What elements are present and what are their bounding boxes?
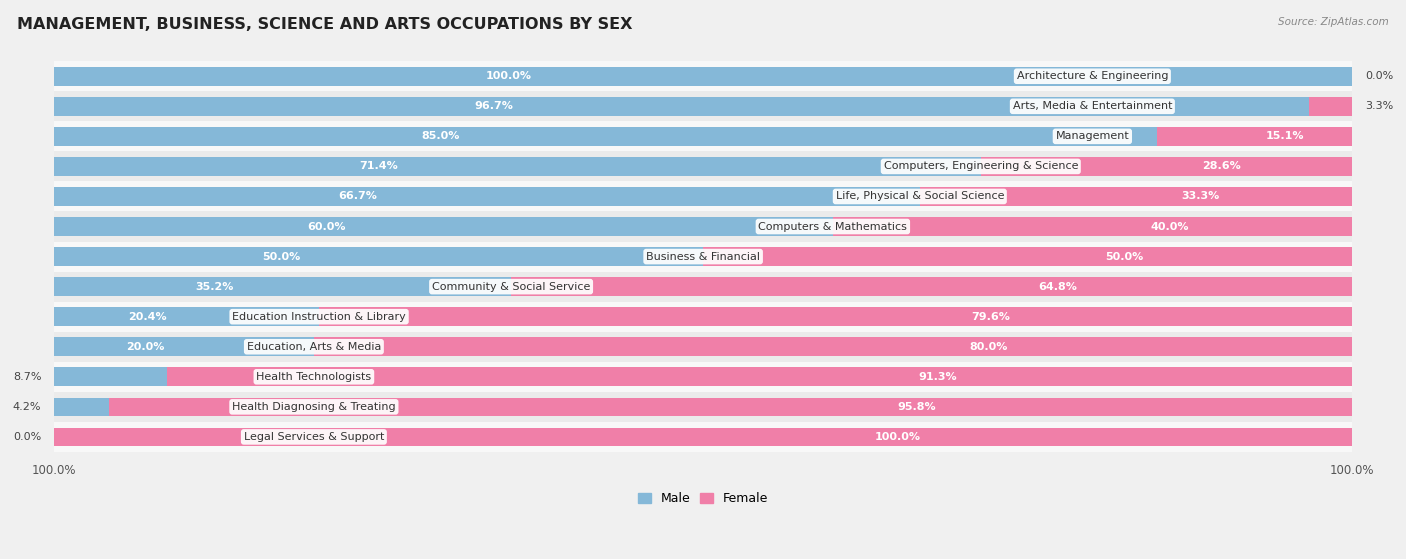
Text: 85.0%: 85.0% (422, 131, 460, 141)
Bar (55, 428, 1351, 446)
Text: Education, Arts & Media: Education, Arts & Media (246, 342, 381, 352)
Text: 100.0%: 100.0% (485, 71, 531, 81)
Text: MANAGEMENT, BUSINESS, SCIENCE AND ARTS OCCUPATIONS BY SEX: MANAGEMENT, BUSINESS, SCIENCE AND ARTS O… (17, 17, 633, 32)
Text: Health Technologists: Health Technologists (256, 372, 371, 382)
Text: 35.2%: 35.2% (195, 282, 233, 292)
Text: 8.7%: 8.7% (13, 372, 41, 382)
Bar (55, 182, 1351, 211)
Text: 50.0%: 50.0% (1105, 252, 1144, 262)
Text: Business & Financial: Business & Financial (647, 252, 761, 262)
Text: 20.0%: 20.0% (127, 342, 165, 352)
Bar (55, 397, 108, 416)
Bar (314, 338, 1351, 356)
Text: Arts, Media & Entertainment: Arts, Media & Entertainment (1012, 101, 1173, 111)
Text: Computers, Engineering & Science: Computers, Engineering & Science (883, 162, 1078, 172)
Text: 79.6%: 79.6% (972, 312, 1010, 321)
Bar (55, 187, 920, 206)
Text: Health Diagnosing & Treating: Health Diagnosing & Treating (232, 402, 395, 412)
Bar (55, 422, 1351, 452)
Bar (55, 241, 1351, 272)
Bar (55, 157, 981, 176)
Bar (981, 157, 1351, 176)
Text: Source: ZipAtlas.com: Source: ZipAtlas.com (1278, 17, 1389, 27)
Bar (55, 362, 1351, 392)
Text: Education Instruction & Library: Education Instruction & Library (232, 312, 406, 321)
Text: Architecture & Engineering: Architecture & Engineering (1017, 71, 1168, 81)
Bar (55, 247, 703, 266)
Bar (167, 367, 1351, 386)
Bar (55, 91, 1351, 121)
Bar (832, 217, 1351, 236)
Bar (55, 307, 319, 326)
Bar (55, 151, 1351, 182)
Text: Computers & Mathematics: Computers & Mathematics (758, 221, 907, 231)
Bar (55, 392, 1351, 422)
Text: 66.7%: 66.7% (337, 192, 377, 201)
Text: 91.3%: 91.3% (918, 372, 956, 382)
Text: 28.6%: 28.6% (1202, 162, 1241, 172)
Bar (55, 302, 1351, 331)
Bar (55, 97, 1309, 116)
Text: 3.3%: 3.3% (1365, 101, 1393, 111)
Text: 4.2%: 4.2% (13, 402, 41, 412)
Text: 40.0%: 40.0% (1152, 221, 1189, 231)
Text: 50.0%: 50.0% (263, 252, 301, 262)
Text: 20.4%: 20.4% (128, 312, 166, 321)
Bar (55, 211, 1351, 241)
Text: 71.4%: 71.4% (360, 162, 398, 172)
Bar (1157, 127, 1353, 146)
Text: 0.0%: 0.0% (13, 432, 41, 442)
Text: 33.3%: 33.3% (1181, 192, 1220, 201)
Bar (319, 307, 1351, 326)
Bar (55, 127, 1157, 146)
Bar (55, 67, 1351, 86)
Bar (55, 272, 1351, 302)
Legend: Male, Female: Male, Female (633, 487, 773, 510)
Bar (55, 331, 1351, 362)
Text: 0.0%: 0.0% (1365, 71, 1393, 81)
Bar (55, 61, 1351, 91)
Bar (55, 217, 832, 236)
Text: 100.0%: 100.0% (875, 432, 921, 442)
Text: 15.1%: 15.1% (1265, 131, 1303, 141)
Text: 64.8%: 64.8% (1038, 282, 1077, 292)
Bar (920, 187, 1351, 206)
Bar (55, 367, 167, 386)
Text: 60.0%: 60.0% (308, 221, 346, 231)
Bar (1309, 97, 1351, 116)
Text: Community & Social Service: Community & Social Service (432, 282, 591, 292)
Bar (55, 338, 314, 356)
Text: 95.8%: 95.8% (897, 402, 936, 412)
Text: Management: Management (1056, 131, 1129, 141)
Bar (512, 277, 1351, 296)
Text: Legal Services & Support: Legal Services & Support (243, 432, 384, 442)
Text: Life, Physical & Social Science: Life, Physical & Social Science (835, 192, 1004, 201)
Bar (108, 397, 1351, 416)
Bar (703, 247, 1351, 266)
Bar (55, 277, 512, 296)
Text: 96.7%: 96.7% (474, 101, 513, 111)
Text: 80.0%: 80.0% (969, 342, 1008, 352)
Bar (55, 121, 1351, 151)
